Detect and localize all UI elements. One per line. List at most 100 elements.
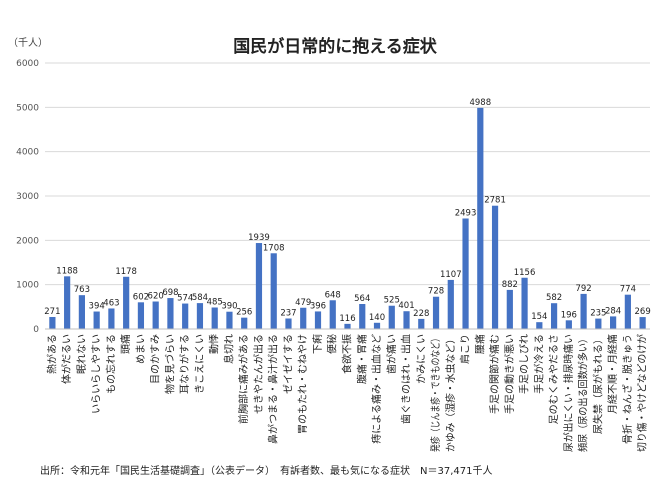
- bar: [491, 205, 499, 329]
- x-tick-label: 動悸: [208, 334, 221, 354]
- x-tick-label: 腰痛: [473, 334, 486, 354]
- value-label: 2781: [484, 196, 506, 206]
- y-tick-label: 2000: [16, 236, 39, 246]
- x-tick-label: 痔による痛み・出血など: [370, 334, 383, 444]
- value-label: 196: [561, 310, 577, 320]
- x-tick-label: 腹痛・胃痛: [355, 334, 368, 384]
- x-tick-label: 息切れ: [222, 334, 235, 364]
- x-tick-label: 手足のしびれ: [518, 334, 531, 394]
- value-label: 256: [236, 308, 252, 318]
- bar: [373, 322, 381, 329]
- x-tick-label: 目のかすみ: [150, 334, 162, 384]
- x-tick-label: 歯が痛い: [385, 334, 398, 374]
- bar: [270, 253, 277, 329]
- y-tick-label: 5000: [16, 103, 39, 113]
- value-label: 140: [369, 313, 385, 323]
- bar: [49, 316, 56, 329]
- y-tick-label: 3000: [16, 192, 39, 202]
- value-label: 401: [398, 301, 414, 311]
- value-label: 396: [310, 301, 326, 311]
- bar: [403, 311, 410, 329]
- x-tick-label: 下痢: [311, 334, 324, 354]
- x-tick-label: 眠れない: [76, 334, 88, 374]
- bar: [152, 301, 159, 329]
- value-label: 1188: [56, 266, 78, 276]
- x-tick-label: 手足の関節が痛む: [488, 334, 501, 414]
- bar: [64, 276, 71, 329]
- value-label: 574: [177, 294, 193, 304]
- x-tick-label: 食欲不振: [341, 334, 354, 374]
- value-label: 237: [280, 308, 296, 318]
- value-label: 390: [221, 302, 237, 312]
- bar: [182, 303, 189, 329]
- value-label: 602: [133, 292, 149, 302]
- x-tick-label: かみにくい: [415, 334, 427, 384]
- x-tick-label: 便秘: [326, 334, 339, 354]
- x-tick-label: 頭痛: [119, 334, 132, 354]
- bar: [447, 279, 454, 329]
- bar: [477, 107, 484, 330]
- x-tick-label: 尿失禁（尿がもれる）: [591, 334, 604, 434]
- y-tick-label: 4000: [16, 148, 39, 158]
- value-label: 792: [575, 284, 591, 294]
- x-axis-ticks: 熱がある 体がだるい 眠れない いらいらしやすい もの忘れする 頭痛 めまい 目のかすみ 物を見…: [45, 334, 648, 452]
- value-label: 394: [89, 302, 105, 312]
- x-tick-label: 熱がある: [45, 334, 58, 374]
- bar: [108, 308, 115, 329]
- bar: [388, 305, 395, 329]
- value-label: 774: [620, 285, 636, 295]
- bar: [344, 323, 351, 329]
- value-label: 2493: [455, 208, 477, 218]
- bar: [167, 298, 174, 329]
- bar: [462, 218, 469, 329]
- value-label: 1178: [115, 267, 137, 277]
- bar: [211, 307, 218, 329]
- x-tick-label: 骨折・ねんざ・脱きゅう: [621, 334, 634, 444]
- bar: [226, 311, 233, 329]
- x-tick-label: 歯ぐきのはれ・出血: [400, 334, 413, 424]
- value-label: 463: [103, 298, 119, 308]
- y-tick-label: 6000: [16, 59, 39, 69]
- value-label: 271: [44, 307, 60, 317]
- x-tick-label: 肩こり: [459, 334, 472, 364]
- value-label: 648: [325, 290, 341, 300]
- value-label: 1107: [440, 270, 462, 280]
- x-tick-label: 手足が冷える: [532, 334, 545, 394]
- x-tick-label: 体がだるい: [60, 334, 73, 384]
- bar: [300, 307, 307, 329]
- value-label: 728: [428, 287, 444, 297]
- value-label: 479: [295, 298, 311, 308]
- bar: [595, 318, 602, 329]
- bar: [550, 303, 558, 329]
- bar: [624, 294, 631, 329]
- x-tick-label: 尿が出にくい・排尿時痛い: [562, 334, 575, 452]
- value-label: 154: [531, 312, 547, 322]
- x-tick-label: せきやたんが出る: [252, 334, 265, 414]
- bar: [314, 311, 322, 329]
- value-label: 582: [546, 293, 562, 303]
- y-axis-unit-label: （千人）: [8, 37, 48, 49]
- value-label: 584: [192, 293, 208, 303]
- value-label: 763: [74, 285, 90, 295]
- value-label: 1939: [248, 233, 270, 243]
- x-tick-label: 耳なりがする: [178, 334, 191, 394]
- value-label: 235: [590, 309, 606, 319]
- value-label: 485: [207, 298, 223, 308]
- source-note: 出所：令和元年「国民生活基礎調査」（公表データ） 有訴者数、最も気になる症状 N…: [40, 466, 493, 477]
- x-tick-label: きこえにくい: [194, 334, 206, 394]
- value-label: 116: [339, 314, 355, 324]
- bar: [565, 320, 572, 329]
- bar: [241, 317, 248, 329]
- bar: [255, 243, 263, 329]
- x-tick-label: 手足の動きが悪い: [503, 334, 516, 414]
- bar: [359, 304, 366, 329]
- bar: [329, 300, 336, 329]
- value-label: 269: [635, 307, 651, 317]
- value-label: 1708: [263, 243, 285, 253]
- bar: [432, 296, 440, 329]
- x-tick-label: 前胸部に痛みがある: [237, 334, 250, 424]
- bar: [93, 311, 100, 329]
- y-tick-label: 0: [33, 325, 39, 335]
- bar: [639, 317, 646, 329]
